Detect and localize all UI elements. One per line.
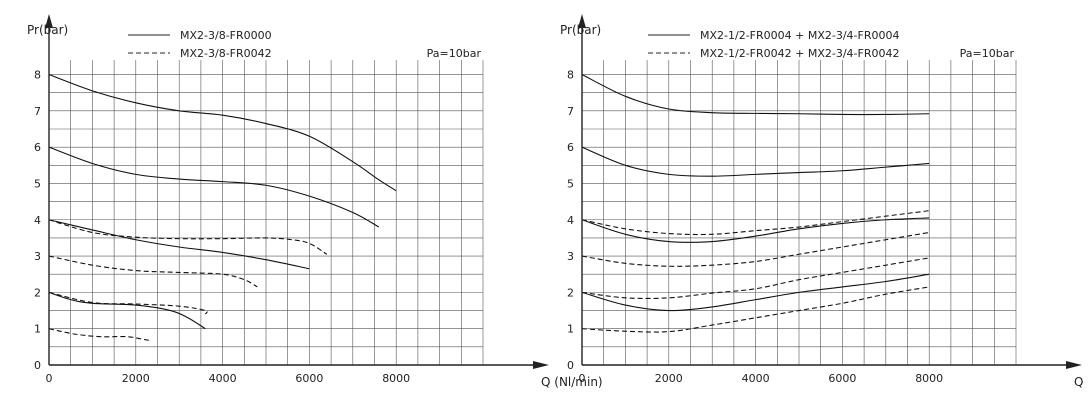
y-tick-label: 4 [34, 214, 41, 227]
chart-left-series [48, 74, 397, 341]
x-tick-label: 2000 [655, 372, 683, 385]
y-tick-label: 2 [567, 286, 574, 299]
x-tick-label: 8000 [382, 372, 410, 385]
chart-left-tick-labels: 0 1 2 3 4 5 6 7 8 0 2000 4000 6000 8000 [34, 69, 410, 385]
chart-left-grid [49, 60, 484, 365]
chart-left-axes [45, 14, 549, 369]
x-tick-label: 2000 [122, 372, 150, 385]
chart-right-series [581, 74, 930, 333]
y-tick-label: 5 [567, 177, 574, 190]
solid-curve-3 [581, 273, 930, 312]
solid-curve-1 [581, 146, 930, 177]
dashed-curve-6 [48, 291, 208, 315]
chart-left-pressure-annotation: Pa=10bar [427, 47, 482, 60]
chart-right-x-axis-label: Q (Nl/min) [1074, 375, 1088, 389]
chart-left-y-axis-label: Pr(bar) [27, 23, 68, 37]
x-axis-arrow [533, 361, 549, 369]
dashed-curve-4 [581, 210, 930, 236]
y-tick-label: 0 [34, 359, 41, 372]
x-tick-label: 4000 [742, 372, 770, 385]
y-tick-label: 8 [34, 69, 41, 82]
y-axis-arrow [578, 14, 586, 28]
chart-right-axes [578, 14, 1082, 369]
y-tick-label: 0 [567, 359, 574, 372]
y-tick-label: 3 [567, 250, 574, 263]
dashed-curve-5 [581, 231, 930, 267]
solid-curve-2 [48, 219, 310, 270]
y-tick-label: 5 [34, 177, 41, 190]
dashed-curve-4 [48, 219, 328, 255]
y-tick-label: 7 [34, 105, 41, 118]
x-tick-label: 8000 [915, 372, 943, 385]
solid-curve-1 [48, 146, 380, 228]
solid-curve-0 [48, 74, 397, 192]
y-tick-label: 8 [567, 69, 574, 82]
legend-label-fr0000: MX2-3/8-FR0000 [180, 29, 272, 42]
chart-right-grid [582, 60, 1017, 365]
dashed-curve-5 [48, 255, 258, 288]
y-tick-label: 1 [567, 323, 574, 336]
dashed-curve-7 [581, 286, 930, 333]
x-tick-label: 6000 [828, 372, 856, 385]
y-axis-arrow [45, 14, 53, 28]
chart-right-legend: MX2-1/2-FR0004 + MX2-3/4-FR0004 MX2-1/2-… [648, 29, 899, 60]
solid-curve-0 [581, 74, 930, 116]
solid-curve-2 [581, 217, 930, 243]
y-tick-label: 1 [34, 323, 41, 336]
legend-label-fr0042: MX2-3/8-FR0042 [180, 47, 272, 60]
chart-left-legend: MX2-3/8-FR0000 MX2-3/8-FR0042 [128, 29, 272, 60]
y-tick-label: 4 [567, 214, 574, 227]
x-tick-label: 0 [579, 372, 586, 385]
x-axis-arrow [1066, 361, 1082, 369]
solid-curve-3 [48, 291, 206, 330]
dashed-curve-6 [581, 257, 930, 300]
chart-left: 0 1 2 3 4 5 6 7 8 0 2000 4000 6000 8000 Pr(bar) Q (Nl… [27, 14, 603, 389]
y-tick-label: 2 [34, 286, 41, 299]
chart-right-tick-labels: 0 1 2 3 4 5 6 7 8 0 2000 4000 6000 8000 [567, 69, 943, 385]
x-tick-label: 0 [46, 372, 53, 385]
y-tick-label: 3 [34, 250, 41, 263]
dashed-curve-7 [48, 328, 149, 341]
chart-left-x-axis-label: Q (Nl/min) [541, 375, 603, 389]
chart-right: 0 1 2 3 4 5 6 7 8 0 2000 4000 6000 8000 Pr(bar) Q (Nl… [560, 14, 1088, 389]
chart-right-y-axis-label: Pr(bar) [560, 23, 601, 37]
legend-label-fr0004-combo: MX2-1/2-FR0004 + MX2-3/4-FR0004 [700, 29, 899, 42]
x-tick-label: 6000 [295, 372, 323, 385]
chart-right-pressure-annotation: Pa=10bar [960, 47, 1015, 60]
legend-label-fr0042-combo: MX2-1/2-FR0042 + MX2-3/4-FR0042 [700, 47, 899, 60]
y-tick-label: 7 [567, 105, 574, 118]
x-tick-label: 4000 [209, 372, 237, 385]
y-tick-label: 6 [34, 141, 41, 154]
y-tick-label: 6 [567, 141, 574, 154]
